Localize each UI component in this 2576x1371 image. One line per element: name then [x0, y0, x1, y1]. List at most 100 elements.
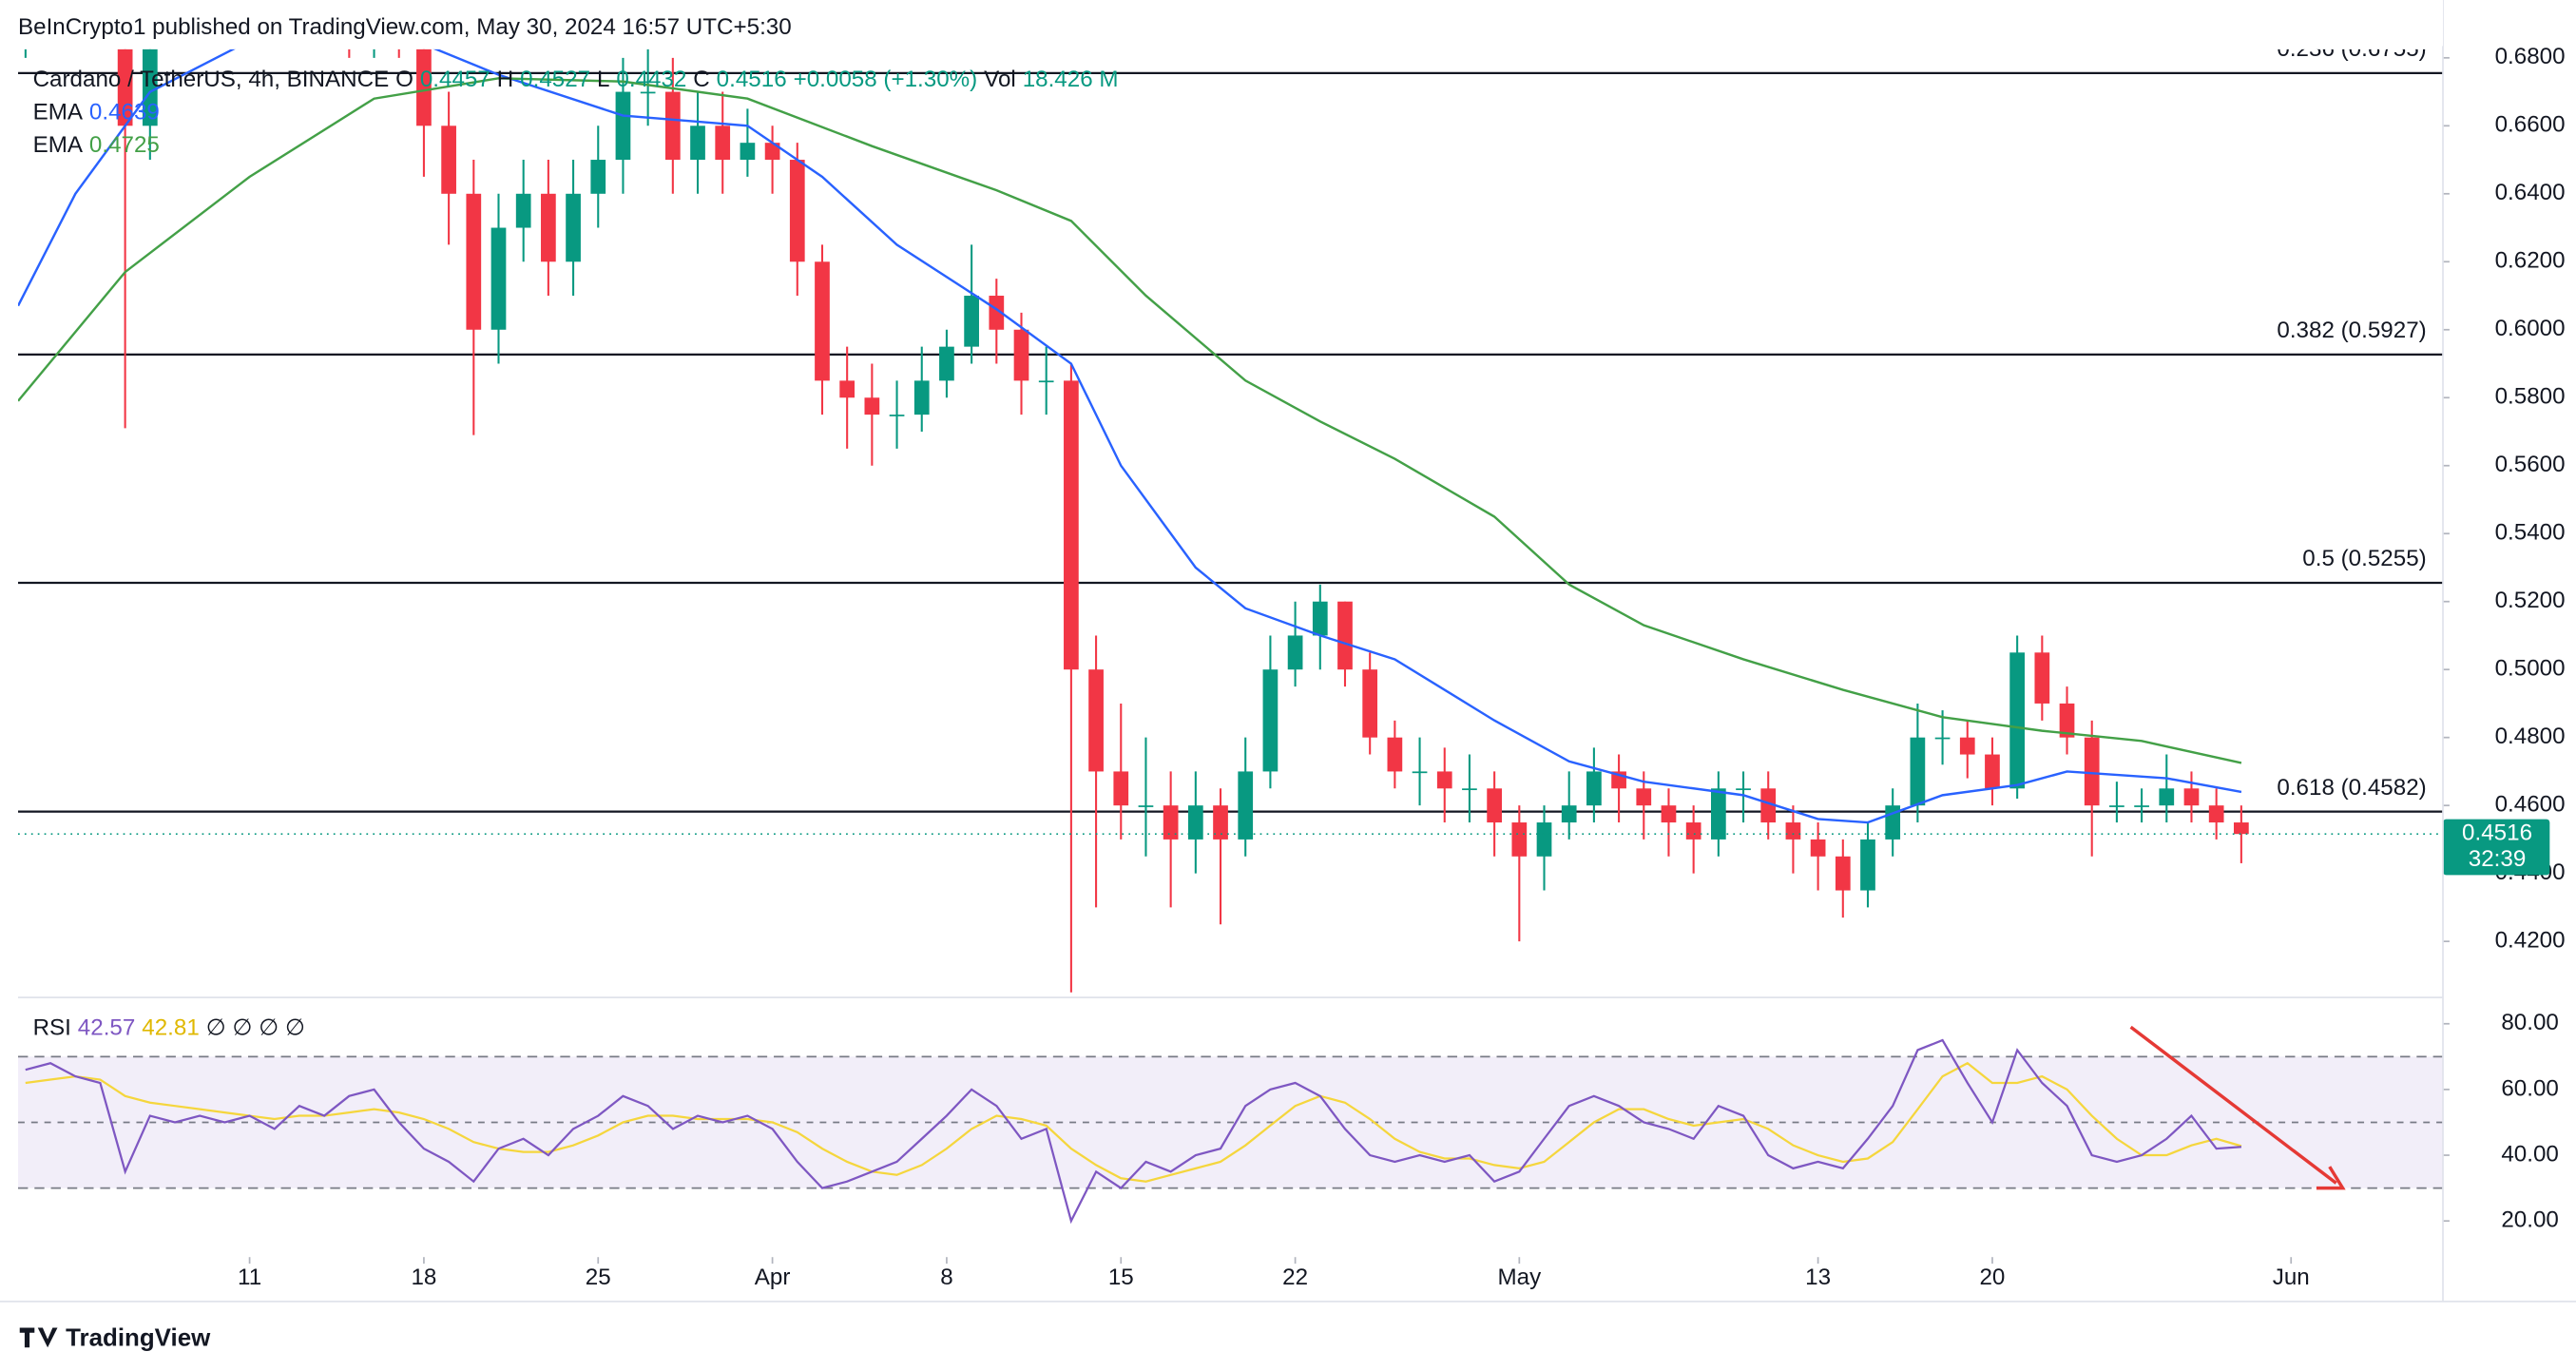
candle-body: [416, 48, 432, 126]
quote-value: 0.4432: [616, 67, 686, 92]
candle-body: [1910, 737, 1926, 806]
y-tick-label: 0.4800: [2495, 724, 2566, 749]
candle-body: [989, 296, 1005, 330]
ema-line: [18, 48, 2242, 824]
candle-body: [1685, 822, 1701, 840]
y-tick-label: 0.6400: [2495, 180, 2566, 205]
fib-label: 0.618 (0.4582): [2277, 775, 2426, 801]
y-tick-label: 0.5800: [2495, 384, 2566, 410]
overlay: 0.42000.44000.46000.48000.50000.52000.54…: [33, 44, 2566, 1290]
candle-body: [740, 143, 756, 161]
candle-body: [1985, 754, 2000, 789]
y-tick-label: 0.4200: [2495, 928, 2566, 954]
quote-label: H: [497, 67, 513, 92]
candle-body: [466, 193, 482, 330]
trend-arrow: [2129, 1025, 2337, 1185]
candle-body: [889, 415, 905, 416]
legend-value: 0.4725: [89, 132, 160, 158]
candle-body: [1536, 822, 1552, 857]
rsi-tick-label: 40.00: [2501, 1141, 2559, 1167]
symbol: Cardano / TetherUS, 4h, BINANCE: [33, 67, 390, 92]
candle-body: [1462, 788, 1477, 791]
candle-body: [566, 193, 581, 262]
candle-body: [590, 160, 606, 194]
candle-body: [1013, 329, 1029, 381]
fib-label: 0.5 (0.5255): [2302, 546, 2426, 571]
quote-value: 0.4516: [717, 67, 787, 92]
candle-body: [2234, 822, 2249, 835]
y-tick-label: 0.4600: [2495, 792, 2566, 818]
y-tick-label: 0.6800: [2495, 44, 2566, 69]
price-pane: 0.236 (0.6755) 0.382 (0.5927) 0.5 (0.5255)…: [18, 48, 2444, 993]
candle-body: [839, 380, 855, 398]
candle-body: [1959, 737, 1975, 755]
candle-body: [615, 91, 631, 161]
candle-body: [1760, 788, 1777, 823]
candle-body: [2183, 788, 2200, 806]
candle-body: [1586, 771, 1602, 806]
candle-body: [1511, 822, 1528, 857]
candle-body: [1287, 635, 1303, 670]
candle-body: [1710, 788, 1726, 840]
candle-body: [117, 48, 133, 126]
candle-body: [1387, 737, 1403, 772]
candle-body: [789, 160, 805, 262]
quote-label: O: [395, 67, 413, 92]
candle-body: [764, 143, 780, 161]
candle-body: [1412, 771, 1428, 774]
x-tick-label: Apr: [755, 1265, 791, 1290]
candle-body: [1038, 380, 1054, 383]
candle-body: [913, 380, 930, 415]
candle-body: [640, 91, 656, 94]
candle-body: [715, 126, 731, 161]
y-tick-label: 0.5200: [2495, 588, 2566, 613]
x-tick-label: 18: [411, 1265, 436, 1290]
candle-body: [441, 126, 456, 194]
x-tick-label: 20: [1979, 1265, 2005, 1290]
candle-body: [1337, 601, 1353, 670]
candle-body: [1736, 788, 1751, 791]
candle-body: [541, 193, 556, 262]
candle-body: [1860, 839, 1875, 891]
candle-body: [815, 261, 830, 381]
candle-body: [2059, 703, 2075, 738]
candle-body: [2134, 805, 2149, 807]
candle-body: [1362, 669, 1378, 738]
y-tick-label: 0.5600: [2495, 452, 2566, 477]
x-tick-label: 15: [1108, 1265, 1134, 1290]
candle-body: [664, 91, 681, 161]
candle-body: [2034, 652, 2050, 704]
footer: TradingView: [66, 1324, 211, 1351]
x-tick-label: 11: [238, 1265, 261, 1290]
ema-line: [18, 77, 2242, 764]
rsi-line: [25, 1038, 2242, 1225]
x-tick-label: 25: [586, 1265, 611, 1290]
rsi-value: 42.57: [78, 1014, 136, 1040]
candle-body: [1187, 805, 1203, 840]
rsi-name: RSI: [33, 1014, 71, 1040]
price-tag-countdown: 32:39: [2469, 846, 2527, 872]
candle-body: [2084, 737, 2100, 806]
x-tick-label: 13: [1805, 1265, 1831, 1290]
candle-body: [2109, 805, 2124, 807]
candle-body: [1636, 788, 1652, 806]
candle-body: [1138, 805, 1154, 807]
quote-value: 0.4457: [420, 67, 490, 92]
x-tick-label: Jun: [2273, 1265, 2310, 1290]
candle-body: [690, 126, 705, 161]
x-tick-label: May: [1497, 1265, 1542, 1290]
header: BeInCrypto1 published on TradingView.com…: [18, 14, 792, 40]
candle-body: [1785, 822, 1801, 840]
x-tick-label: 8: [940, 1265, 952, 1290]
rsi-ma-value: 42.81: [142, 1014, 200, 1040]
rsi-ma-line: [25, 1061, 2242, 1183]
quote-label: C: [693, 67, 709, 92]
quote-value: 0.4527: [520, 67, 590, 92]
candle-body: [2009, 652, 2025, 789]
rsi-tick-label: 20.00: [2501, 1207, 2559, 1233]
quote-label: L: [597, 67, 609, 92]
candle-body: [1487, 788, 1502, 823]
candle-body: [1213, 805, 1228, 840]
rsi-extras: ∅ ∅ ∅ ∅: [206, 1014, 305, 1040]
